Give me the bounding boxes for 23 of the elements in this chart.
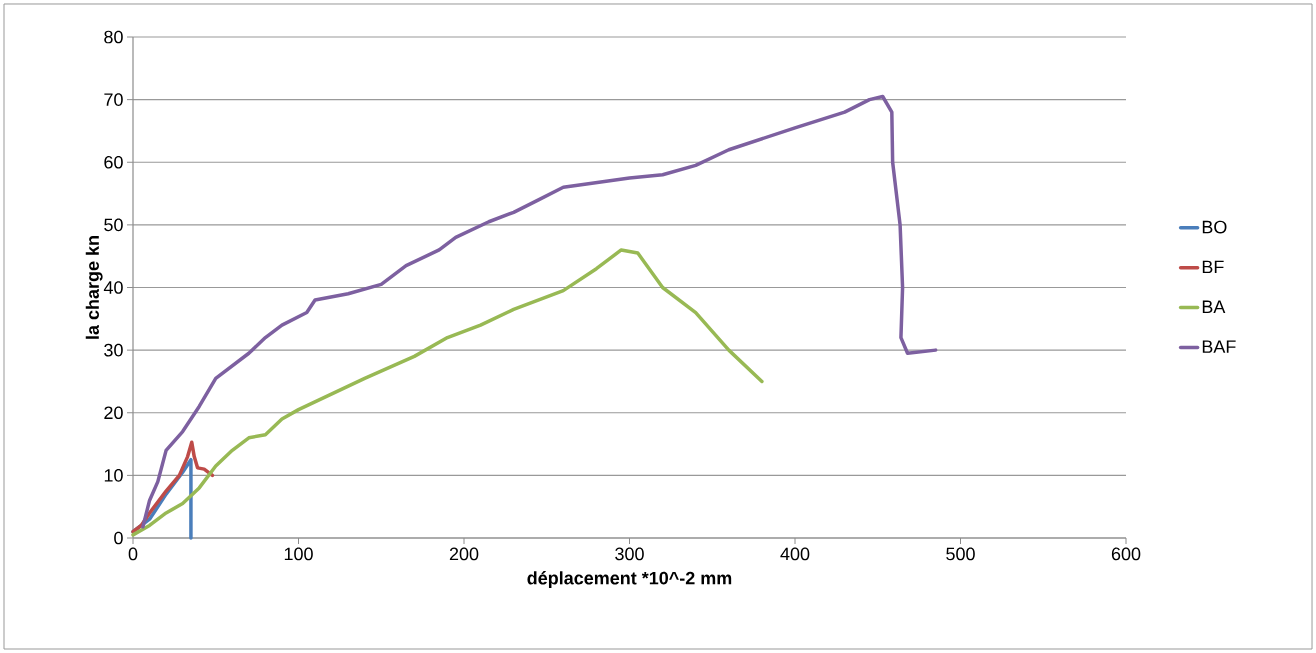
y-tick-label: 50 [104, 218, 123, 232]
y-axis-title: la charge kn [85, 236, 103, 339]
x-tick-label: 400 [780, 547, 810, 561]
y-tick-label: 30 [104, 343, 123, 357]
x-tick-label: 100 [284, 547, 313, 561]
x-tick-label: 0 [128, 547, 138, 561]
y-tick-label: 20 [104, 406, 123, 420]
legend-label: BO [1202, 220, 1227, 234]
y-tick-label: 80 [104, 30, 123, 44]
line-series [131, 440, 215, 534]
x-axis-title: déplacement *10^-2 mm [527, 571, 732, 589]
x-tick-label: 500 [946, 547, 975, 561]
y-tick-label: 10 [104, 469, 123, 482]
y-tick-label: 0 [114, 531, 123, 545]
x-tick-label: 300 [615, 547, 644, 561]
x-tick-label: 600 [1111, 547, 1141, 561]
y-tick-label: 40 [103, 281, 123, 294]
y-tick-label: 70 [104, 93, 123, 106]
legend-label: BAF [1202, 340, 1236, 353]
legend-label: BA [1202, 300, 1226, 313]
legend-label: BF [1202, 260, 1224, 274]
y-tick-label: 60 [104, 155, 123, 169]
x-tick-label: 200 [449, 547, 479, 561]
